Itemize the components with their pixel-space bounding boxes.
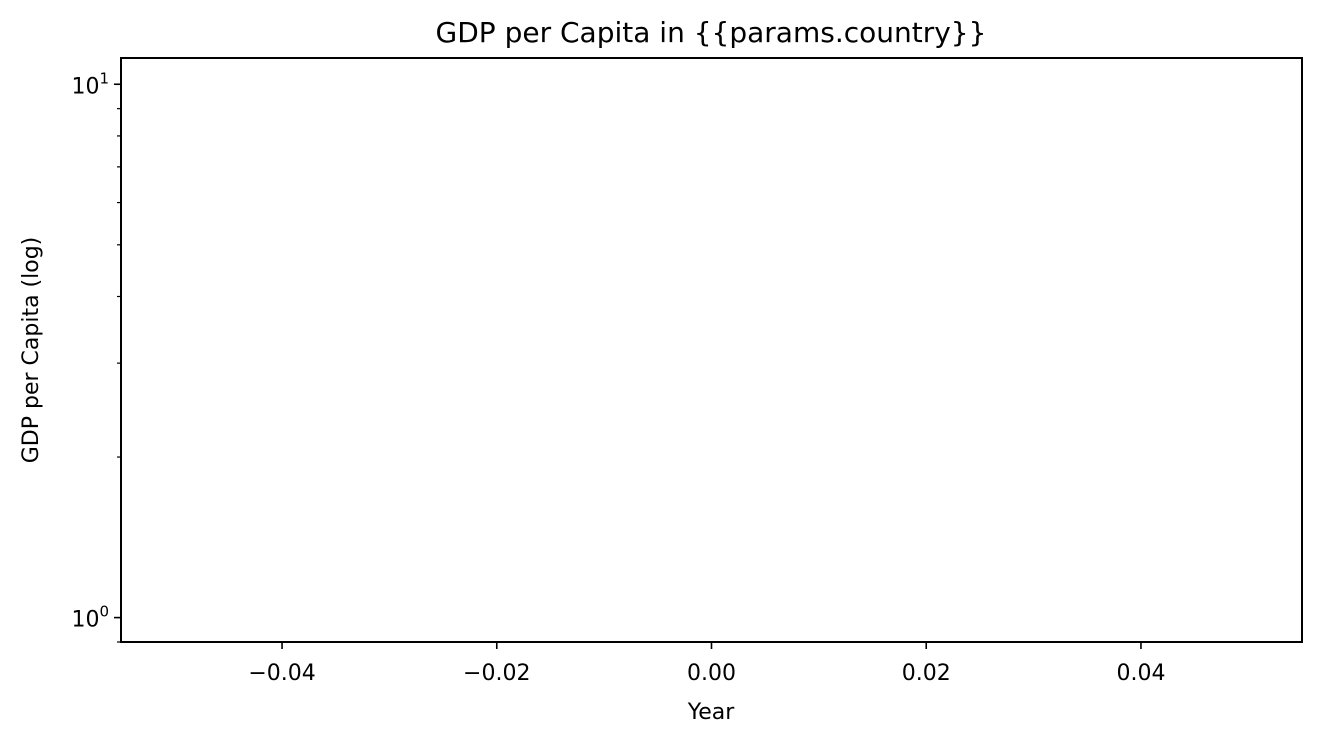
y-tick-label: 100 bbox=[71, 603, 109, 633]
plot-area bbox=[121, 58, 1302, 642]
y-tick-label-base: 10 bbox=[71, 608, 99, 633]
x-tick-label: 0.00 bbox=[687, 661, 736, 686]
chart-title: GDP per Capita in {{params.country}} bbox=[436, 16, 987, 49]
y-tick-label-exponent: 1 bbox=[99, 69, 109, 87]
plot-frame bbox=[120, 57, 1303, 643]
y-axis-label: GDP per Capita (log) bbox=[19, 237, 44, 464]
x-axis-ticks: −0.04 −0.02 0.00 0.02 0.04 bbox=[248, 642, 1165, 686]
x-tick-label: −0.04 bbox=[248, 661, 315, 686]
y-tick-label-exponent: 0 bbox=[99, 603, 109, 621]
x-tick-label: −0.02 bbox=[463, 661, 530, 686]
x-tick-label: 0.04 bbox=[1116, 661, 1165, 686]
y-tick-label-base: 10 bbox=[71, 74, 99, 99]
y-tick-label: 101 bbox=[71, 69, 109, 99]
x-tick-label: 0.02 bbox=[902, 661, 951, 686]
x-axis-label: Year bbox=[687, 700, 736, 725]
